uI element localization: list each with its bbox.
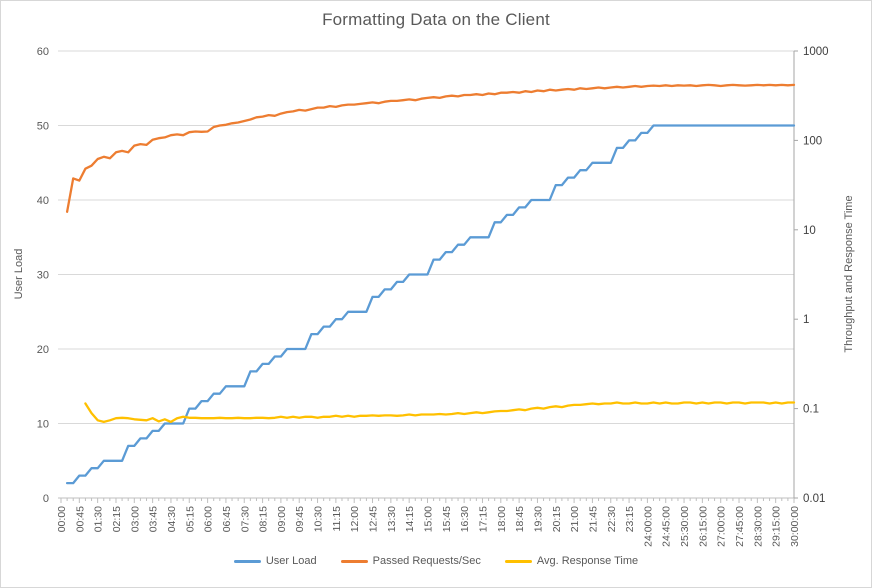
x-axis-tick-label: 13:30: [386, 506, 398, 532]
x-axis-tick-label: 09:45: [294, 506, 306, 532]
x-axis-tick-label: 28:30:00: [752, 506, 764, 547]
avg-response-line-swatch: [504, 559, 532, 563]
x-axis-tick-label: 26:15:00: [697, 506, 709, 547]
left-axis-tick-label: 40: [37, 195, 49, 207]
legend: User Load Passed Requests/Sec Avg. Respo…: [1, 555, 871, 567]
x-axis-tick-label: 06:45: [221, 506, 233, 532]
right-axis-tick-label: 0.01: [803, 493, 825, 505]
x-axis-tick-label: 00:45: [74, 506, 86, 532]
left-axis-tick-label: 30: [37, 270, 49, 282]
right-axis-tick-label: 100: [803, 135, 822, 147]
x-axis-tick-label: 23:15: [624, 506, 636, 532]
x-axis-tick-label: 05:15: [184, 506, 196, 532]
x-axis-tick-label: 02:15: [111, 506, 123, 532]
x-axis-tick-label: 15:45: [441, 506, 453, 532]
x-axis-tick-label: 30:00:00: [789, 506, 801, 547]
legend-label: Avg. Response Time: [536, 555, 639, 567]
series-line-avg-response-time: [84, 401, 796, 424]
x-axis-tick-label: 18:00: [496, 506, 508, 532]
legend-label: Passed Requests/Sec: [372, 555, 481, 567]
x-axis-tick-label: 29:15:00: [771, 506, 783, 547]
chart-title: Formatting Data on the Client: [322, 10, 550, 29]
x-axis-tick-label: 21:45: [587, 506, 599, 532]
legend-label: User Load: [265, 555, 317, 567]
x-axis-tick-label: 18:45: [514, 506, 526, 532]
x-axis-tick-label: 12:00: [349, 506, 361, 532]
x-axis-tick-label: 17:15: [477, 506, 489, 532]
right-axis-tick-label: 1000: [803, 46, 829, 58]
left-axis-tick-label: 10: [37, 419, 49, 431]
x-axis-tick-label: 24:45:00: [661, 506, 673, 547]
right-axis-tick-label: 1: [803, 314, 809, 326]
x-axis-tick-label: 01:30: [93, 506, 105, 532]
x-axis-tick-label: 24:00:00: [642, 506, 654, 547]
x-axis-tick-label: 25:30:00: [679, 506, 691, 547]
legend-item-passed-requests: Passed Requests/Sec: [340, 555, 481, 567]
x-axis-tick-label: 15:00: [423, 506, 435, 532]
x-axis-tick-label: 08:15: [258, 506, 270, 532]
x-axis-tick-label: 03:45: [148, 506, 160, 532]
x-axis-tick-label: 11:15: [331, 506, 343, 532]
series-line-user-load: [65, 124, 796, 485]
x-axis-tick-label: 16:30: [459, 506, 471, 532]
left-axis-tick-label: 50: [37, 121, 49, 133]
passed-requests-line-swatch: [340, 559, 368, 563]
x-axis-tick-label: 09:00: [276, 506, 288, 532]
legend-item-avg-response: Avg. Response Time: [504, 555, 639, 567]
x-axis-tick-label: 00:00: [56, 506, 68, 532]
x-axis-tick-label: 19:30: [532, 506, 544, 532]
x-axis-tick-label: 27:45:00: [734, 506, 746, 547]
x-axis-tick-label: 21:00: [569, 506, 581, 532]
left-axis-tick-label: 60: [37, 46, 49, 58]
left-axis-tick-label: 20: [37, 344, 49, 356]
x-axis-tick-label: 22:30: [606, 506, 618, 532]
x-axis-tick-label: 03:00: [129, 506, 141, 532]
right-axis-tick-label: 10: [803, 225, 816, 237]
x-axis-tick-label: 14:15: [404, 506, 416, 532]
x-axis-tick-label: 07:30: [239, 506, 251, 532]
left-axis-tick-label: 0: [43, 493, 49, 505]
x-axis-tick-label: 10:30: [313, 506, 325, 532]
right-axis-tick-label: 0.1: [803, 404, 819, 416]
x-axis-tick-label: 04:30: [166, 506, 178, 532]
x-axis-tick-label: 12:45: [368, 506, 380, 532]
legend-item-user-load: User Load: [233, 555, 317, 567]
series-line-passed-requests-sec: [65, 83, 796, 213]
x-axis-tick-label: 27:00:00: [716, 506, 728, 547]
x-axis-tick-label: 20:15: [551, 506, 563, 532]
user-load-line-swatch: [233, 559, 261, 563]
x-axis-tick-label: 06:00: [203, 506, 215, 532]
